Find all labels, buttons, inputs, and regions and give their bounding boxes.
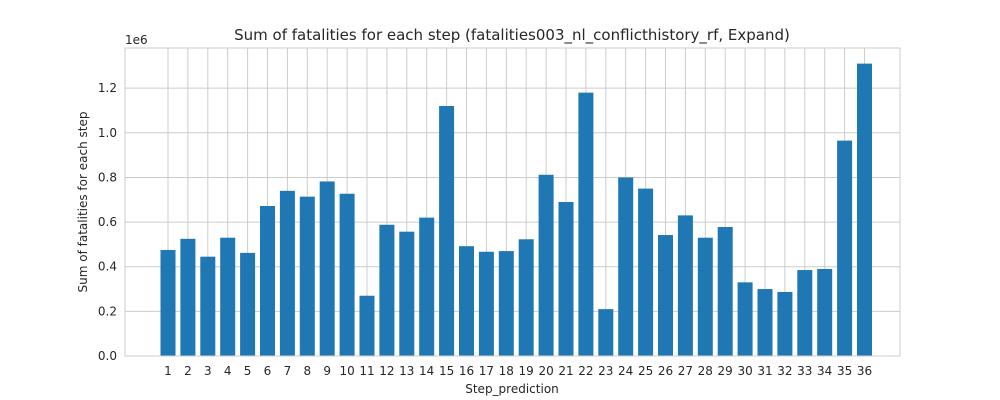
bar-step-24 — [618, 177, 634, 356]
bar-step-35 — [837, 140, 853, 356]
x-tick-label: 8 — [303, 364, 311, 378]
bar-step-36 — [857, 63, 872, 356]
bar-step-9 — [319, 181, 335, 356]
x-tick-label: 26 — [658, 364, 673, 378]
x-tick-label: 27 — [678, 364, 693, 378]
x-tick-label: 30 — [737, 364, 752, 378]
bar-step-4 — [220, 237, 236, 356]
y-tick-label: 0.2 — [98, 304, 117, 318]
x-tick-label: 9 — [323, 364, 331, 378]
x-tick-label: 15 — [439, 364, 454, 378]
bar-step-30 — [737, 282, 753, 356]
x-tick-label: 23 — [598, 364, 613, 378]
x-tick-label: 4 — [224, 364, 232, 378]
bar-step-6 — [260, 206, 275, 356]
bar-step-14 — [419, 217, 435, 356]
bars — [160, 63, 872, 356]
bar-step-16 — [459, 246, 474, 356]
x-tick-label: 6 — [264, 364, 272, 378]
bar-step-1 — [160, 249, 176, 356]
bar-step-8 — [299, 196, 315, 356]
x-tick-label: 33 — [797, 364, 812, 378]
bar-step-12 — [379, 224, 395, 356]
x-tick-label: 32 — [777, 364, 792, 378]
x-tick-label: 24 — [618, 364, 633, 378]
y-tick-label: 0.4 — [98, 260, 117, 274]
x-tick-label: 36 — [857, 364, 872, 378]
bar-step-27 — [677, 215, 693, 356]
x-tick-label: 34 — [817, 364, 832, 378]
x-tick-label: 13 — [399, 364, 414, 378]
x-tick-label: 31 — [757, 364, 772, 378]
x-tick-label: 21 — [558, 364, 573, 378]
chart-title: Sum of fatalities for each step (fatalit… — [234, 26, 790, 45]
x-tick-label: 7 — [284, 364, 292, 378]
y-tick-label: 0.8 — [98, 170, 117, 184]
bar-step-5 — [240, 252, 256, 356]
bar-step-2 — [180, 238, 196, 356]
bar-step-10 — [339, 193, 355, 356]
bar-step-31 — [757, 289, 773, 356]
y-tick-label: 1.2 — [98, 81, 117, 95]
y-axis-label: Sum of fatalities for each step — [76, 112, 90, 293]
y-axis-ticks: 0.0 0.2 0.4 0.6 0.8 1.0 1.2 — [98, 81, 117, 363]
x-tick-label: 25 — [638, 364, 653, 378]
x-tick-label: 14 — [419, 364, 434, 378]
x-tick-label: 28 — [698, 364, 713, 378]
bar-step-17 — [478, 251, 494, 356]
x-tick-label: 12 — [379, 364, 394, 378]
bar-step-13 — [399, 231, 415, 356]
y-tick-label: 1.0 — [98, 126, 117, 140]
bar-step-32 — [777, 291, 793, 356]
bar-step-18 — [498, 251, 514, 356]
y-offset-text: 1e6 — [125, 33, 148, 47]
bar-step-26 — [658, 235, 673, 356]
bar-step-25 — [638, 188, 654, 356]
x-tick-label: 2 — [184, 364, 192, 378]
x-axis-label: Step_prediction — [465, 382, 559, 396]
x-tick-label: 22 — [578, 364, 593, 378]
bar-step-15 — [439, 106, 455, 356]
bar-step-23 — [598, 309, 614, 356]
x-axis-ticks: 1 2 3 4 5 6 7 8 9 10 11 12 13 14 15 16 17 18 19 20 21 22 23 24 2… — [164, 364, 872, 378]
bar-step-33 — [797, 270, 813, 356]
x-tick-label: 19 — [519, 364, 534, 378]
bar-step-3 — [200, 256, 216, 356]
x-tick-label: 3 — [204, 364, 212, 378]
x-tick-label: 16 — [459, 364, 474, 378]
bar-step-28 — [697, 237, 713, 356]
x-tick-label: 1 — [164, 364, 172, 378]
bar-step-22 — [578, 92, 594, 356]
y-tick-label: 0.6 — [98, 215, 117, 229]
x-tick-label: 35 — [837, 364, 852, 378]
x-tick-label: 11 — [359, 364, 374, 378]
x-tick-label: 18 — [499, 364, 514, 378]
bar-step-19 — [518, 239, 534, 356]
x-tick-label: 5 — [244, 364, 252, 378]
x-tick-label: 10 — [339, 364, 354, 378]
bar-step-7 — [279, 190, 295, 356]
x-tick-label: 20 — [538, 364, 553, 378]
x-tick-label: 17 — [479, 364, 494, 378]
bar-step-11 — [359, 295, 375, 356]
bar-step-21 — [558, 202, 574, 356]
plot-frame — [124, 47, 901, 357]
x-tick-label: 29 — [718, 364, 733, 378]
bar-step-34 — [817, 268, 833, 356]
bar-step-29 — [717, 226, 733, 356]
y-tick-label: 0.0 — [98, 349, 117, 363]
bar-step-20 — [538, 174, 554, 356]
